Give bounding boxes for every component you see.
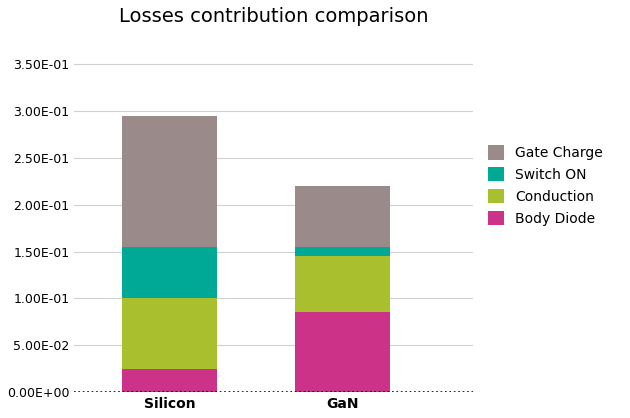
Bar xyxy=(122,298,217,369)
Bar xyxy=(295,313,390,392)
Legend: Gate Charge, Switch ON, Conduction, Body Diode: Gate Charge, Switch ON, Conduction, Body… xyxy=(483,141,607,230)
Bar xyxy=(122,247,217,298)
Title: Losses contribution comparison: Losses contribution comparison xyxy=(118,7,428,26)
Bar xyxy=(295,247,390,256)
Bar xyxy=(122,369,217,392)
Bar xyxy=(295,256,390,313)
Bar xyxy=(122,115,217,247)
Bar xyxy=(295,186,390,247)
